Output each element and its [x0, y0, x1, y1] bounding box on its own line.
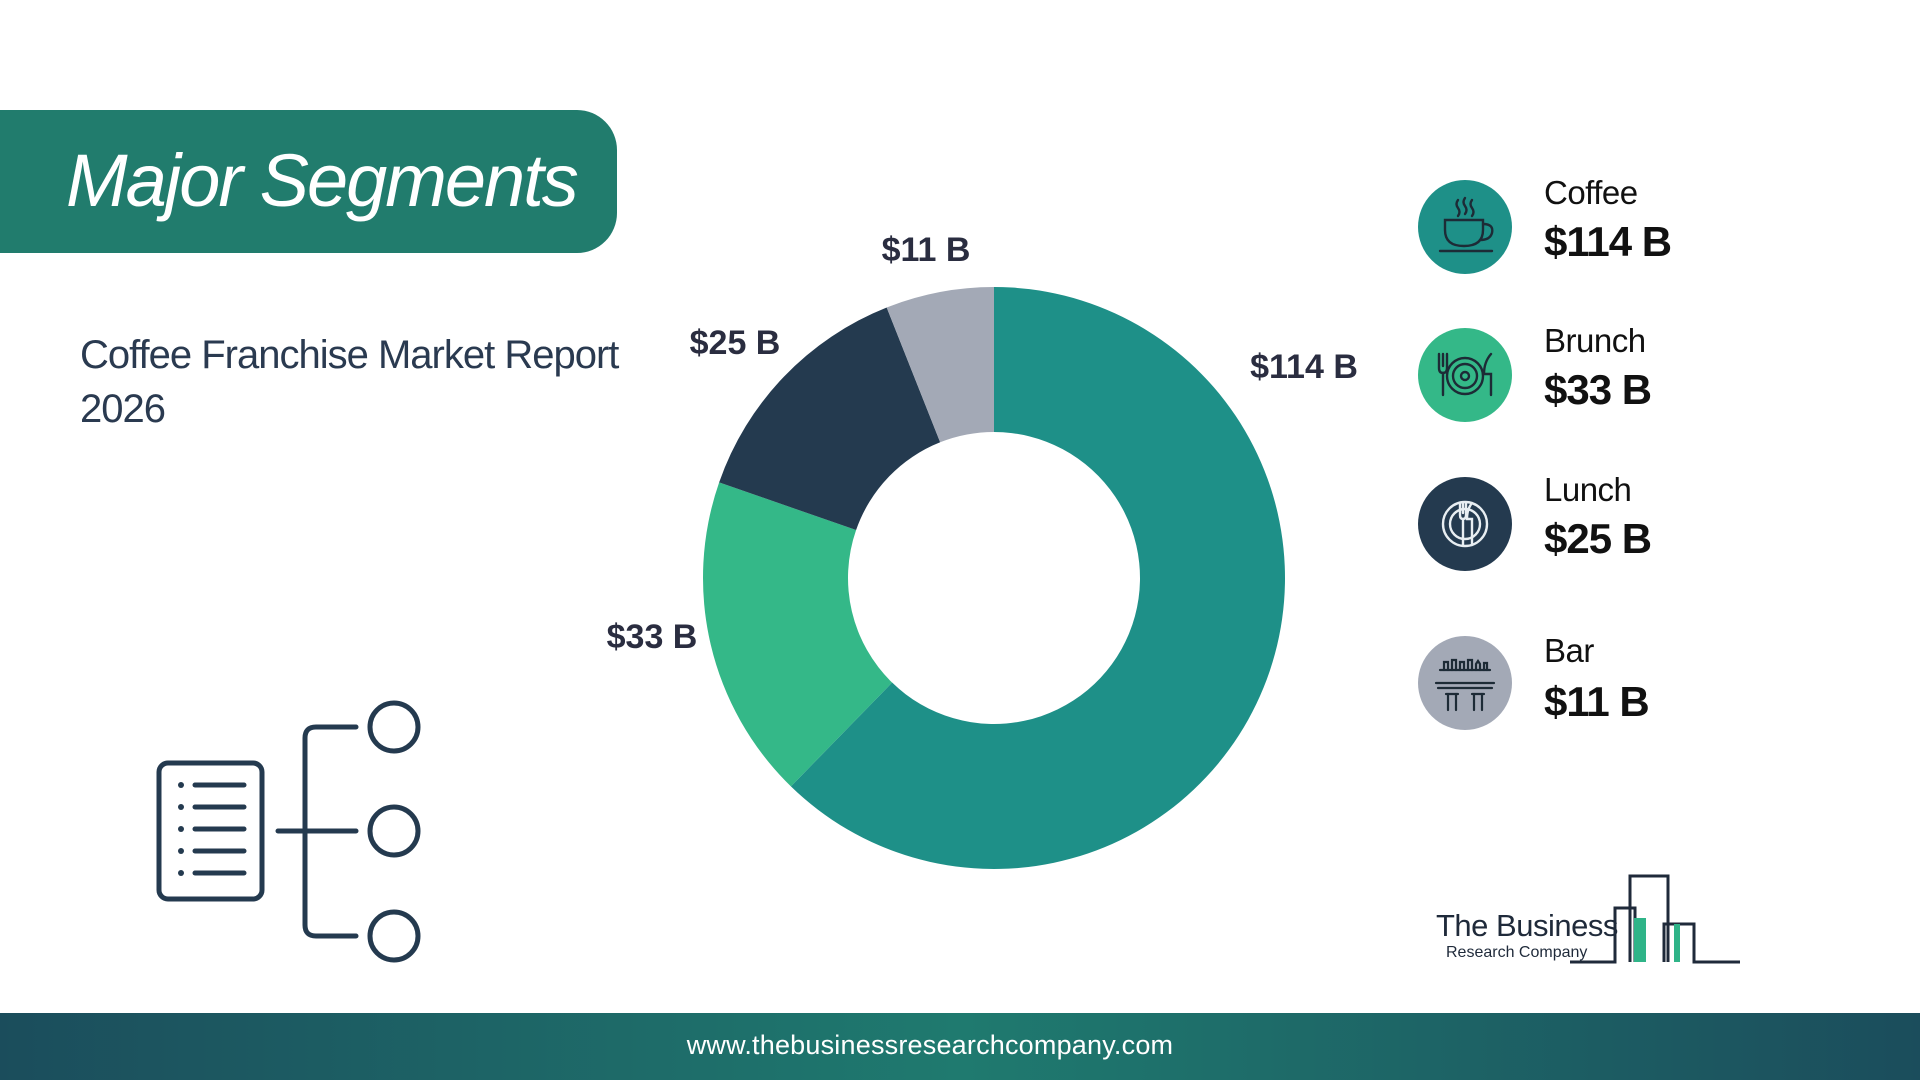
data-label-lunch: $25 B: [690, 324, 781, 362]
legend-item-brunch: Brunch $33 B: [1418, 322, 1838, 424]
segments-hierarchy-icon: [150, 690, 430, 970]
legend-value-brunch: $33 B: [1544, 366, 1652, 413]
data-label-coffee: $114 B: [1250, 348, 1358, 386]
coffee-cup-icon: [1418, 180, 1512, 274]
logo-subtitle: Research Company: [1446, 944, 1588, 961]
donut-slice-lunch: [719, 307, 941, 531]
legend-value-bar: $11 B: [1544, 678, 1650, 725]
dinner-plate-icon: [1418, 477, 1512, 571]
data-label-brunch: $33 B: [607, 618, 698, 656]
footer-bar: www.thebusinessresearchcompany.com: [0, 1013, 1920, 1080]
company-logo: The Business Research Company: [1430, 868, 1750, 968]
legend-label-lunch: Lunch: [1544, 471, 1632, 508]
page-title: Major Segments: [66, 139, 579, 222]
legend-label-coffee: Coffee: [1544, 174, 1638, 211]
logo-title: The Business: [1436, 908, 1618, 943]
bar-counter-icon: [1418, 636, 1512, 730]
footer-url-link[interactable]: www.thebusinessresearchcompany.com: [686, 1030, 1174, 1060]
legend-value-coffee: $114 B: [1544, 218, 1672, 265]
legend-label-brunch: Brunch: [1544, 322, 1646, 359]
legend-label-bar: Bar: [1544, 632, 1594, 669]
legend-value-lunch: $25 B: [1544, 515, 1652, 562]
plate-fork-knife-icon: [1418, 328, 1512, 422]
title-banner: Major Segments: [0, 110, 617, 253]
legend-item-bar: Bar $11 B: [1418, 632, 1838, 732]
donut-slice-coffee: [790, 287, 1286, 869]
donut-slice-brunch: [703, 482, 893, 787]
donut-slice-bar: [886, 287, 994, 443]
legend-item-lunch: Lunch $25 B: [1418, 471, 1838, 573]
report-subtitle: Coffee Franchise Market Report 2026: [80, 333, 619, 431]
legend-item-coffee: Coffee $114 B: [1418, 174, 1838, 276]
data-label-bar: $11 B: [882, 231, 971, 269]
